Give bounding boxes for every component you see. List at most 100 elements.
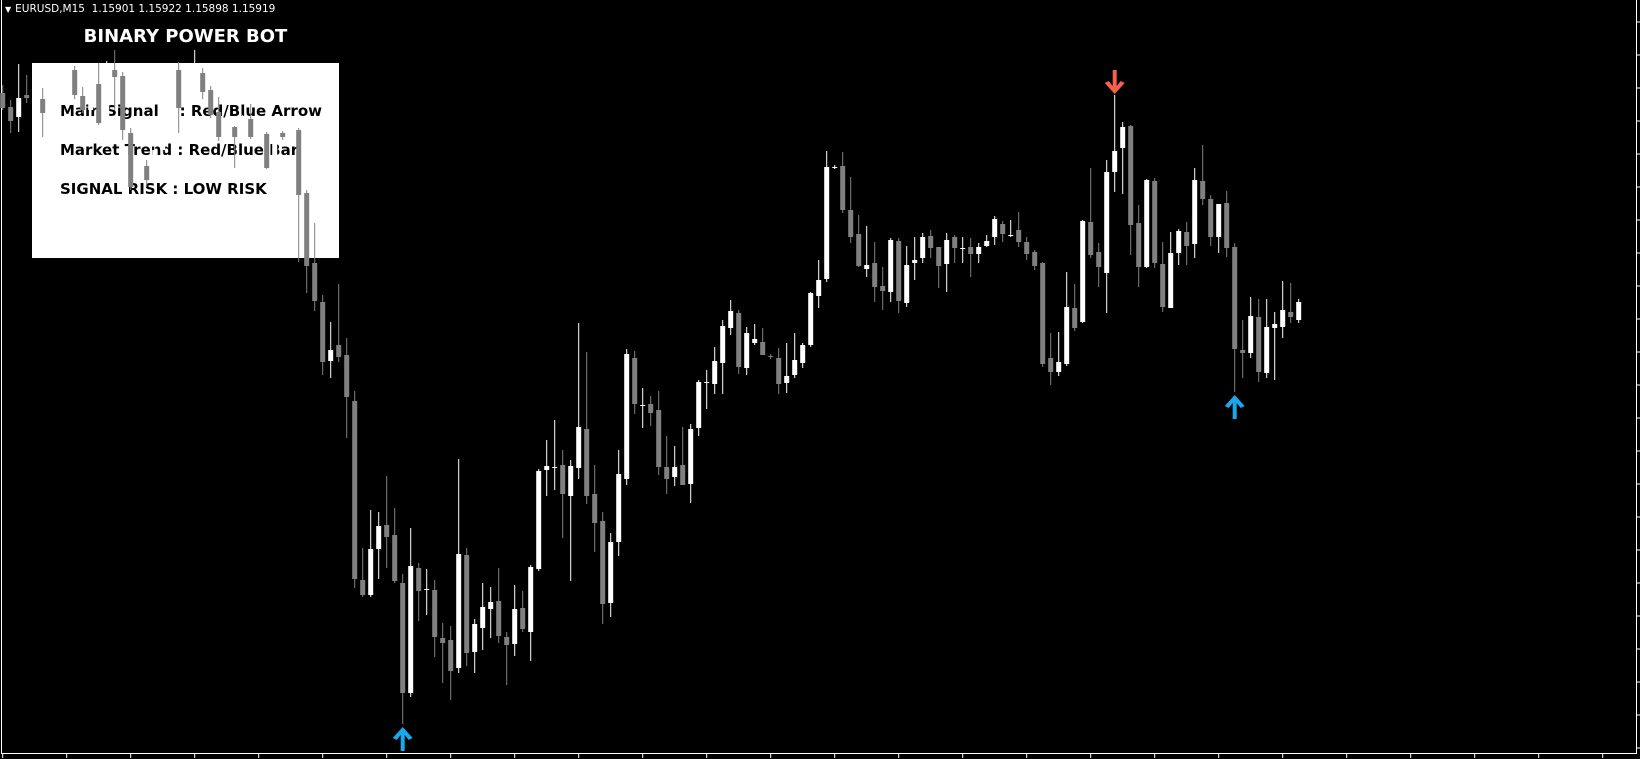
candle [584, 352, 590, 504]
candle [960, 237, 966, 263]
candle [160, 111, 166, 154]
arrow-down-icon [1104, 70, 1125, 94]
candle [624, 349, 630, 485]
candle-body [760, 342, 766, 355]
candle [1144, 179, 1150, 268]
candle [1216, 204, 1222, 253]
candle [1104, 160, 1110, 313]
dropdown-triangle-icon[interactable]: ▼ [5, 5, 12, 14]
candle-body [384, 525, 390, 537]
candle-body [656, 410, 662, 467]
candle-body [112, 70, 118, 77]
candle [800, 343, 806, 368]
candle-body [496, 601, 502, 636]
candle [104, 61, 110, 126]
candle [688, 424, 694, 503]
candle [184, 71, 190, 112]
ohlc-values: 1.15901 1.15922 1.15898 1.15919 [91, 3, 276, 15]
candle-body [488, 602, 494, 609]
candle-body [552, 467, 558, 468]
candle-body [160, 115, 166, 150]
candle-body [592, 494, 598, 523]
candle-body [128, 133, 134, 187]
candle [616, 450, 622, 556]
candle-body [1192, 180, 1198, 244]
candle-body [944, 240, 950, 264]
candle [56, 88, 62, 118]
candle [784, 343, 790, 393]
candle [240, 115, 246, 140]
candle [752, 324, 758, 345]
candle-body [1008, 235, 1014, 236]
candle-body [904, 265, 910, 303]
candle-body [456, 554, 462, 668]
candle-body [408, 566, 414, 693]
candle [192, 50, 198, 79]
candle [488, 587, 494, 638]
candle [928, 230, 934, 258]
candle [1168, 232, 1174, 308]
candle-body [1120, 127, 1126, 148]
candle [1064, 272, 1070, 366]
candle [552, 420, 558, 490]
candle-body [296, 130, 302, 195]
candle-body [648, 404, 654, 413]
candle-body [224, 127, 230, 137]
candle [480, 583, 486, 650]
candle [1160, 242, 1166, 312]
candle [152, 146, 158, 184]
candle [952, 235, 958, 263]
candle-body [624, 354, 630, 479]
candle [936, 247, 942, 288]
candle [728, 300, 734, 335]
candle [328, 322, 334, 378]
candle [576, 323, 582, 479]
candle-body [1296, 302, 1302, 320]
candle-body [768, 356, 774, 357]
candle [1040, 262, 1046, 367]
candle-body [344, 355, 350, 397]
candle-body [1048, 358, 1054, 372]
candle-body [1240, 350, 1246, 353]
candle [840, 152, 846, 213]
candle [216, 97, 222, 141]
candle [464, 548, 470, 666]
symbol-header: ▼ EURUSD,M15 1.15901 1.15922 1.15898 1.15… [5, 3, 275, 15]
candle [760, 328, 766, 355]
candle [856, 215, 862, 267]
candle-body [728, 311, 734, 328]
candle-body [1032, 252, 1038, 266]
candle [456, 459, 462, 673]
candle [208, 86, 214, 118]
candle-body [824, 167, 830, 279]
candle-body [1040, 263, 1046, 364]
candle-body [192, 73, 198, 75]
candle [976, 243, 982, 263]
candle-body [40, 99, 46, 113]
candle-body [1096, 252, 1102, 267]
candle-body [216, 112, 222, 137]
candle-body [280, 133, 286, 137]
candle-body [336, 345, 342, 357]
candle-body [56, 92, 62, 114]
candle [720, 320, 726, 394]
candle [320, 295, 326, 375]
candle-body [936, 247, 942, 266]
arrow-up-icon [392, 727, 413, 751]
candle [1176, 229, 1182, 265]
candle [288, 127, 294, 140]
candle [864, 226, 870, 277]
candle [112, 50, 118, 110]
candle-body [736, 313, 742, 367]
candle [40, 88, 46, 137]
candle-body [304, 193, 310, 266]
candle [1272, 312, 1278, 380]
candle-body [920, 237, 926, 258]
candle-body [688, 429, 694, 484]
candle-body [672, 467, 678, 477]
candle [1088, 168, 1094, 258]
indicator-title: BINARY POWER BOT [83, 26, 288, 47]
candle-body [72, 70, 78, 95]
